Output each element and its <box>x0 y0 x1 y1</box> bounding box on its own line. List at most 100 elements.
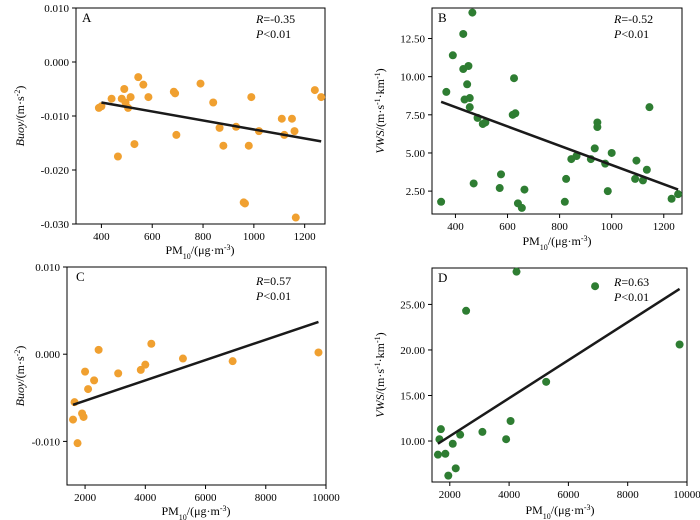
panel-a-y-tick-label: -0.020 <box>41 165 70 177</box>
panel-b-p-label: P <box>613 27 622 41</box>
panel-a-x-tick-label: 600 <box>144 231 161 243</box>
panel-d-y-axis-title: VWS/(m·s-1·km-1) <box>373 332 388 417</box>
panel-c-plot-frame <box>66 266 327 486</box>
panel-a-x-tick-label: 1000 <box>243 231 266 243</box>
panel-c-x-unit: /(μg·m <box>187 504 221 518</box>
panel-c-data-point <box>141 360 150 369</box>
panel-d-data-point <box>502 435 511 444</box>
panel-c-y-unit-sup: -2 <box>13 350 22 357</box>
panel-b-x-unit-end: ) <box>588 234 592 248</box>
panel-d-y-unit-end: ) <box>373 332 387 336</box>
panel-a-y-unit-sup: -2 <box>13 90 22 97</box>
panel-c-y-tick-label: -0.010 <box>32 436 61 448</box>
panel-c-y-unit: /(m·s <box>13 356 27 382</box>
panel-d-data-point <box>478 427 487 436</box>
panel-a-data-point <box>107 94 116 103</box>
panel-d-x-axis-title: PM10/(μg·m-3) <box>525 503 594 520</box>
panel-b-data-point <box>459 29 468 38</box>
panel-d-data-point <box>456 430 465 439</box>
panel-c-r-stat: R=0.57 <box>255 274 291 288</box>
panel-d-p-stat: P<0.01 <box>613 290 649 304</box>
panel-a-r-value: =-0.35 <box>263 12 295 26</box>
panel-c-y-tick-label: 0.010 <box>35 262 60 274</box>
panel-d-data-point <box>675 340 684 349</box>
panel-d-p-label: P <box>613 290 622 304</box>
panel-a-data-point <box>310 86 319 95</box>
panel-c-x-tick-label: 4000 <box>134 492 157 504</box>
panel-d-data-point <box>542 377 551 386</box>
panel-d-x-tick-label: 6000 <box>557 489 580 501</box>
panel-a-y-tick-label: -0.010 <box>41 111 70 123</box>
panel-b-y-axis-title: VWS/(m·s-1·km-1) <box>373 68 388 153</box>
panel-c-data-point <box>147 339 156 348</box>
panel-c-data-point <box>69 415 78 424</box>
panel-b-data-point <box>562 174 571 183</box>
panel-a-data-point <box>291 213 300 222</box>
panel-b-letter: B <box>438 10 447 25</box>
panel-a-x-unit-sup: -3 <box>224 243 231 252</box>
panel-b-data-point <box>517 203 526 212</box>
panel-a-data-point <box>113 152 122 161</box>
panel-b-data-point <box>465 94 474 103</box>
panel-a-r-label: R <box>255 12 264 26</box>
panel-a-data-point <box>172 130 181 139</box>
panel-b-r-value: =-0.52 <box>621 12 653 26</box>
panel-a-r-stat: R=-0.35 <box>255 12 295 26</box>
panel-c-data-point <box>73 439 82 448</box>
panel-b-y-tick-label: 12.50 <box>400 34 425 46</box>
panel-d-plot-frame <box>431 267 688 483</box>
panel-b-y-name: VWS <box>373 130 387 153</box>
panel-d-y-tick-label: 10.00 <box>400 436 425 448</box>
panel-c-y-tick-label: 0.000 <box>35 349 60 361</box>
panel-d-y-unit-sup1: -1 <box>373 362 382 369</box>
panel-d-data-point <box>441 449 450 458</box>
panel-c: C R=0.57 P<0.01 2000 4000 6000 8000 10000 0.0… <box>13 262 341 520</box>
panel-c-y-axis-title: Buoy/(m·s-2) <box>13 346 28 407</box>
panel-b-data-point <box>642 165 651 174</box>
panel-b-data-point <box>437 197 446 206</box>
panel-d-data-point <box>451 464 460 473</box>
panel-c-data-point <box>90 376 99 385</box>
panel-d-r-label: R <box>613 275 622 289</box>
panel-a-data-point <box>247 93 256 102</box>
panel-c-p-stat: P<0.01 <box>255 289 291 303</box>
panel-c-x-sub: 10 <box>179 513 187 520</box>
panel-a-y-unit-end: ) <box>13 86 27 90</box>
panel-c-x-tick-label: 10000 <box>312 492 340 504</box>
panel-b-y-tick-label: 5.00 <box>406 148 426 160</box>
panel-a: A R=-0.35 P<0.01 400 600 800 1000 1200 0.010 0… <box>13 3 326 261</box>
panel-a-x-unit-end: ) <box>231 243 235 257</box>
panel-d-data-point <box>462 306 471 315</box>
panel-b-data-point <box>442 87 451 96</box>
panel-b-y-unit-mid: ·km <box>373 78 387 98</box>
panel-d-data-point <box>444 471 453 480</box>
panel-d-y-tick-label: 25.00 <box>400 299 425 311</box>
panel-a-data-point <box>171 89 180 98</box>
panel-c-r-label: R <box>255 274 264 288</box>
panel-d-letter: D <box>438 270 447 285</box>
panel-b-regression-line <box>440 100 679 191</box>
panel-b-data-point <box>590 144 599 153</box>
panel-a-y-tick-label: -0.030 <box>41 219 70 231</box>
panel-b-x-unit: /(μg·m <box>548 234 582 248</box>
panel-d-r-stat: R=0.63 <box>613 275 649 289</box>
panel-c-x-unit-end: ) <box>227 504 231 518</box>
panel-b-data-point <box>481 118 490 127</box>
panel-b-x-tick-label: 1200 <box>653 221 676 233</box>
panel-b-y-unit: /(m·s <box>373 105 387 131</box>
panel-b-x-tick-label: 400 <box>447 221 464 233</box>
panel-b-p-stat: P<0.01 <box>613 27 649 41</box>
panel-d-x-tick-label: 2000 <box>439 489 462 501</box>
panel-a-x-tick-label: 1200 <box>294 231 317 243</box>
panel-b-data-point <box>497 170 506 179</box>
panel-b-x-prefix: PM <box>522 234 540 248</box>
panel-b-data-point <box>511 109 520 118</box>
panel-b-data-point <box>465 103 474 112</box>
panel-c-p-label: P <box>255 289 264 303</box>
panel-b-y-tick-label: 10.00 <box>400 72 425 84</box>
panel-a-regression-line <box>101 101 322 143</box>
panel-a-x-sub: 10 <box>183 252 191 261</box>
panel-a-data-point <box>244 141 253 150</box>
panel-b-data-point <box>469 179 478 188</box>
